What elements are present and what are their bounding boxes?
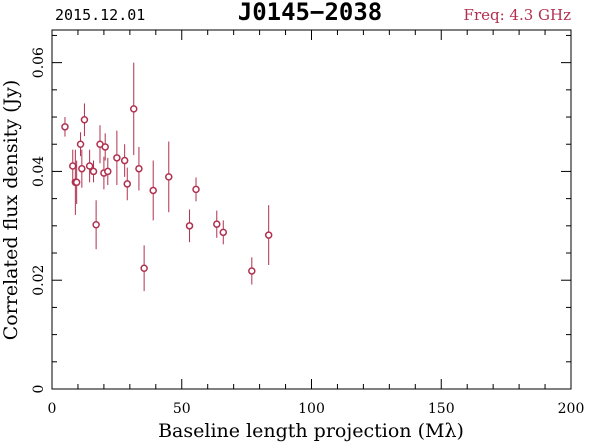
data-point [140,245,148,292]
data-point [76,132,85,157]
x-tick-label: 50 [173,401,191,417]
point-marker [149,186,157,195]
data-point [96,125,104,164]
data-point [264,205,273,265]
frequency-label: Freq: 4.3 GHz [464,6,572,24]
y-tick-label: 0.02 [31,265,47,296]
point-marker [78,164,86,173]
point-marker [135,164,143,173]
y-tick-labels: 0 0.02 0.04 0.06 [31,47,47,394]
data-point [165,141,173,213]
data-point [80,103,89,137]
data-point [104,157,112,186]
data-points [61,62,273,292]
source-title: J0145−2038 [238,0,383,26]
point-marker [129,105,138,113]
data-point [72,160,81,205]
y-tick-label: 0.06 [31,47,47,78]
data-point [219,220,228,245]
data-point [69,149,77,183]
point-marker [165,173,173,181]
x-tick-labels: 0 50 100 150 200 [48,401,585,417]
point-marker [104,167,112,176]
data-point [101,133,109,161]
data-point [113,130,121,186]
data-point [185,209,194,243]
point-marker [92,220,100,229]
data-point [129,62,138,156]
data-point [78,149,86,188]
point-marker [76,140,85,148]
date-label: 2015.12.01 [55,6,145,24]
data-point [89,160,98,183]
point-marker [213,220,221,228]
x-tick-label: 200 [558,401,585,417]
data-point [213,210,221,238]
x-axis-label: Baseline length projection (Mλ) [158,420,464,442]
point-marker [185,222,194,230]
point-marker [264,231,273,239]
data-point [92,200,100,250]
data-point [192,177,200,202]
point-marker [80,116,89,124]
y-tick-label: 0 [31,385,47,394]
point-marker [85,162,94,170]
point-marker [113,154,121,162]
point-marker [101,143,109,151]
x-tick-label: 0 [48,401,57,417]
point-marker [72,178,81,187]
plot-frame [51,29,572,390]
point-marker [120,156,129,165]
point-marker [219,228,228,237]
tick-marks [51,30,572,390]
data-point [120,144,129,177]
point-marker [123,180,132,188]
data-point [123,167,132,201]
data-point [85,149,94,183]
y-axis-label: Correlated flux density (Jy) [0,80,22,341]
y-tick-label: 0.04 [31,156,47,187]
data-point [248,257,256,285]
x-tick-label: 150 [428,401,455,417]
point-marker [248,267,256,275]
data-point [61,117,69,137]
point-marker [61,123,69,131]
data-point [135,146,143,191]
point-marker [89,167,98,176]
x-tick-label: 100 [298,401,325,417]
point-marker [140,264,148,272]
data-point [149,160,157,221]
point-marker [192,185,200,194]
